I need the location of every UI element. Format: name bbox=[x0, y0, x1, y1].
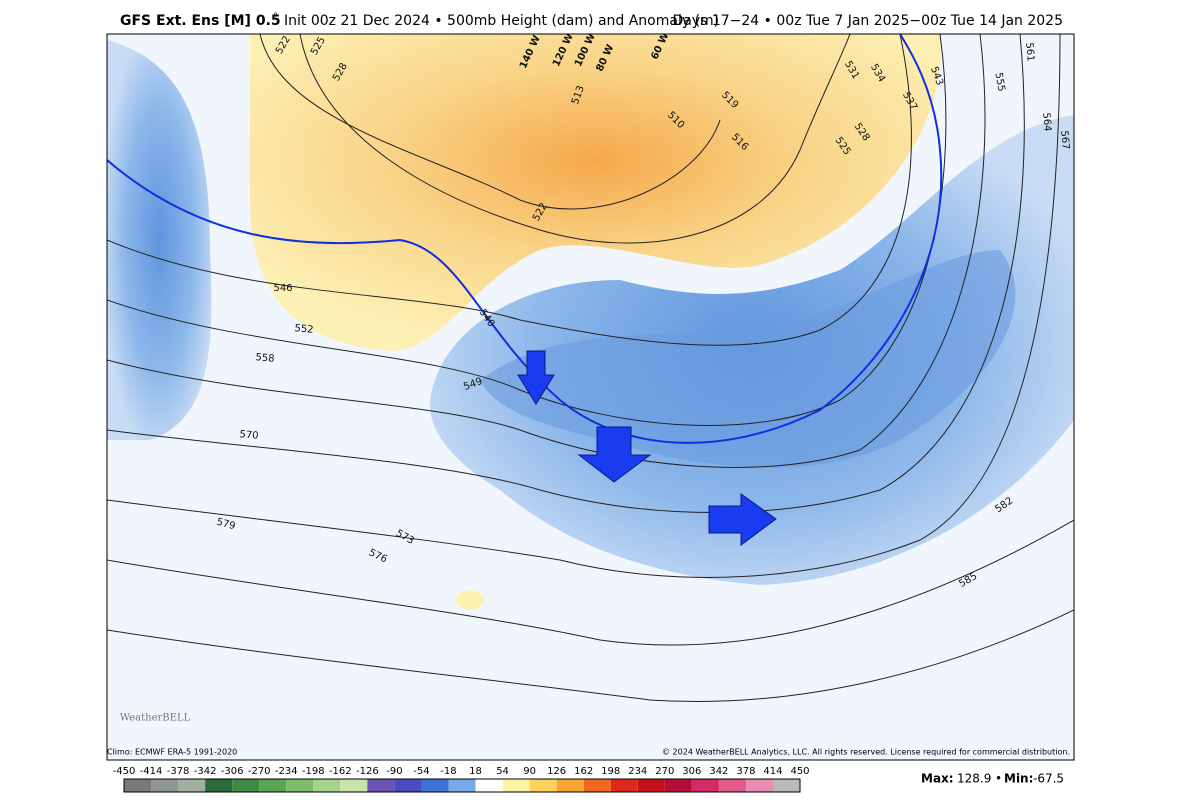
colorbar-tick-label: -450 bbox=[113, 766, 136, 777]
colorbar-swatch bbox=[745, 779, 773, 792]
colorbar-tick-label: 126 bbox=[547, 766, 566, 777]
contour-label: 546 bbox=[273, 283, 292, 294]
colorbar-swatch bbox=[259, 779, 287, 792]
colorbar-swatch bbox=[529, 779, 557, 792]
copyright: © 2024 WeatherBELL Analytics, LLC. All r… bbox=[662, 748, 1070, 757]
colorbar-swatch bbox=[556, 779, 584, 792]
colorbar-tick-label: 234 bbox=[628, 766, 647, 777]
colorbar-tick-label: 18 bbox=[469, 766, 482, 777]
colorbar-swatch bbox=[232, 779, 260, 792]
arrows bbox=[517, 350, 777, 546]
contour-label: 558 bbox=[255, 352, 275, 365]
contour-label: 561 bbox=[1023, 42, 1036, 62]
colorbar-swatch bbox=[421, 779, 449, 792]
colorbar-swatch bbox=[124, 779, 152, 792]
colorbar-swatch bbox=[367, 779, 395, 792]
colorbar-swatch bbox=[610, 779, 638, 792]
colorbar-tick-label: 198 bbox=[601, 766, 620, 777]
valid: Days 17−24 • 00z Tue 7 Jan 2025−00z Tue … bbox=[672, 13, 1063, 29]
contour-label: 564 bbox=[1040, 112, 1053, 132]
climo: Climo: ECMWF ERA-5 1991-2020 bbox=[107, 748, 237, 757]
colorbar-swatch bbox=[583, 779, 611, 792]
min-label: Min: bbox=[1004, 772, 1033, 786]
model: GFS Ext. Ens [M] 0.5 bbox=[120, 13, 281, 29]
colorbar-swatch bbox=[637, 779, 665, 792]
max-label: Max: bbox=[921, 772, 954, 786]
colorbar-swatch bbox=[151, 779, 179, 792]
colorbar-swatch bbox=[664, 779, 692, 792]
colorbar-tick-label: 306 bbox=[682, 766, 701, 777]
contour-label: 552 bbox=[294, 323, 314, 336]
colorbar-tick-label: -18 bbox=[440, 766, 456, 777]
colorbar-tick-label: 378 bbox=[736, 766, 755, 777]
colorbar-tick-label: 54 bbox=[496, 766, 509, 777]
contour-label: 567 bbox=[1058, 130, 1071, 150]
contour-label: 570 bbox=[239, 429, 259, 442]
separator: • bbox=[995, 772, 1002, 786]
colorbar-tick-label: 342 bbox=[709, 766, 728, 777]
colorbar: -450 -414 -378 -342 -306 -270 -234 -198 -162 -126… bbox=[113, 766, 810, 793]
colorbar-tick-label: -270 bbox=[248, 766, 271, 777]
contour-label: 555 bbox=[992, 72, 1006, 93]
colorbar-swatch bbox=[340, 779, 368, 792]
colorbar-swatch bbox=[286, 779, 314, 792]
colorbar-tick-label: 450 bbox=[790, 766, 809, 777]
colorbar-tick-label: -198 bbox=[302, 766, 325, 777]
colorbar-tick-label: 90 bbox=[523, 766, 536, 777]
colorbar-swatch bbox=[718, 779, 746, 792]
logo: WeatherBELL bbox=[120, 713, 191, 724]
colorbar-swatch bbox=[691, 779, 719, 792]
colorbar-tick-label: 270 bbox=[655, 766, 674, 777]
colorbar-frame bbox=[123, 778, 801, 793]
colorbar-swatch bbox=[448, 779, 476, 792]
max-value: 128.9 bbox=[957, 772, 991, 786]
colorbar-tick-label: 162 bbox=[574, 766, 593, 777]
colorbar-tick-label: -234 bbox=[275, 766, 298, 777]
colorbar-swatch bbox=[502, 779, 530, 792]
colorbar-tick-label: -414 bbox=[140, 766, 163, 777]
colorbar-swatch bbox=[772, 779, 800, 792]
degree: ° bbox=[273, 12, 278, 23]
colorbar-tick-label: 414 bbox=[763, 766, 782, 777]
colorbar-tick-label: -378 bbox=[167, 766, 190, 777]
colorbar-swatch bbox=[475, 779, 503, 792]
colorbar-tick-label: -126 bbox=[356, 766, 379, 777]
colorbar-swatch bbox=[205, 779, 233, 792]
colorbar-tick-label: -342 bbox=[194, 766, 217, 777]
colorbar-tick-label: -54 bbox=[413, 766, 429, 777]
colorbar-tick-label: -162 bbox=[329, 766, 352, 777]
init: Init 00z 21 Dec 2024 • 500mb Height (dam… bbox=[284, 13, 719, 29]
min-value: -67.5 bbox=[1033, 772, 1064, 786]
colorbar-swatch bbox=[313, 779, 341, 792]
colorbar-swatch bbox=[394, 779, 422, 792]
colorbar-tick-label: -306 bbox=[221, 766, 244, 777]
colorbar-swatch bbox=[178, 779, 206, 792]
contour-label: 579 bbox=[215, 517, 236, 533]
colorbar-tick-label: -90 bbox=[386, 766, 402, 777]
